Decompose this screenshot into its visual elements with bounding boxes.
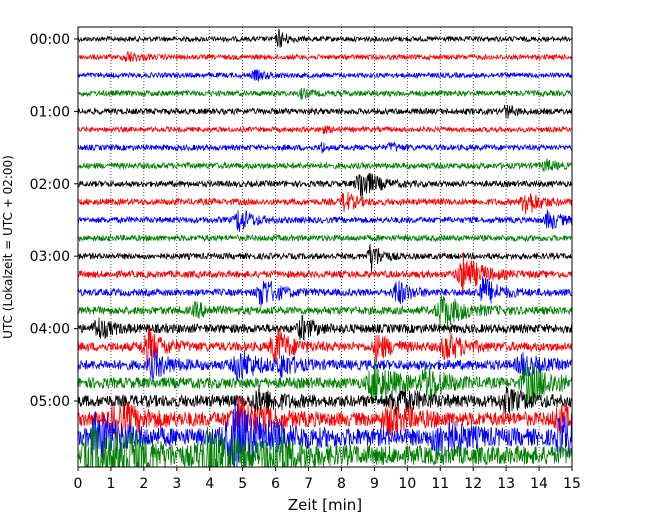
x-tick-label: 14 [530, 476, 548, 492]
trace-row-1 [78, 50, 572, 63]
trace-row-14 [78, 276, 572, 308]
x-tick-label: 13 [497, 476, 515, 492]
x-tick-label: 11 [431, 476, 449, 492]
trace-row-17 [78, 327, 572, 370]
y-tick-label: 05:00 [30, 394, 70, 410]
x-tick-label: 7 [304, 476, 313, 492]
x-tick-label: 1 [106, 476, 115, 492]
x-tick-label: 15 [563, 476, 581, 492]
x-tick-label: 4 [205, 476, 214, 492]
trace-row-9 [78, 191, 572, 215]
trace-row-16 [78, 315, 572, 341]
trace-row-23 [78, 420, 572, 467]
trace-row-11 [78, 233, 572, 243]
x-tick-label: 6 [271, 476, 280, 492]
x-tick-label: 3 [172, 476, 181, 492]
x-tick-label: 0 [74, 476, 83, 492]
trace-row-2 [78, 68, 572, 82]
trace-row-4 [78, 104, 572, 119]
y-tick-label: 00:00 [30, 32, 70, 48]
trace-row-0 [78, 29, 572, 48]
trace-row-13 [78, 252, 572, 296]
x-axis-label: Zeit [min] [288, 496, 362, 514]
x-tick-label: 2 [139, 476, 148, 492]
y-axis-ticks: 00:00 01:00 02:00 03:00 04:00 05:00 [30, 32, 78, 410]
x-tick-label: 5 [238, 476, 247, 492]
x-tick-label: 8 [337, 476, 346, 492]
trace-row-8 [78, 172, 572, 198]
trace-row-22 [78, 401, 572, 467]
trace-row-12 [78, 243, 572, 274]
y-axis-label: UTC (Lokalzeit = UTC + 02:00) [1, 155, 15, 339]
y-tick-label: 02:00 [30, 177, 70, 193]
y-tick-label: 04:00 [30, 322, 70, 338]
trace-row-3 [78, 87, 572, 100]
y-tick-label: 03:00 [30, 249, 70, 265]
trace-row-6 [78, 141, 572, 154]
trace-row-21 [78, 395, 572, 441]
trace-row-7 [78, 158, 572, 172]
trace-row-20 [78, 385, 572, 416]
trace-row-10 [78, 209, 572, 232]
x-tick-label: 12 [464, 476, 482, 492]
plot-frame [77, 26, 573, 468]
trace-layer [78, 29, 572, 467]
trace-row-15 [78, 295, 572, 327]
trace-row-19 [78, 358, 572, 407]
y-tick-label: 01:00 [30, 104, 70, 120]
trace-row-18 [78, 349, 572, 382]
trace-row-5 [78, 125, 572, 135]
x-axis-ticks: 0 1 2 3 4 5 6 7 8 9 10 11 12 13 14 15 [74, 467, 581, 492]
x-tick-label: 10 [398, 476, 416, 492]
x-tick-label: 9 [370, 476, 379, 492]
